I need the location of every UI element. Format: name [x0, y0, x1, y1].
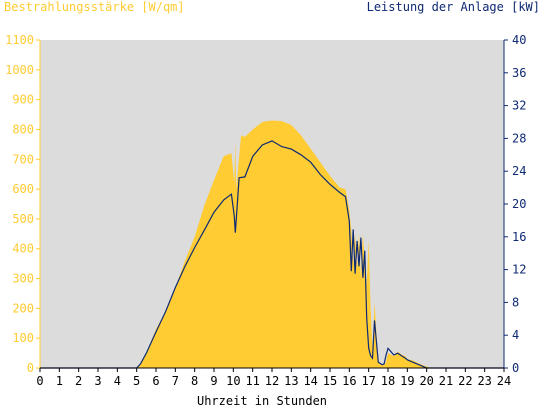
x-tick-label: 13	[284, 374, 298, 388]
x-tick-label: 18	[381, 374, 395, 388]
x-tick-label: 6	[152, 374, 159, 388]
x-tick-label: 20	[419, 374, 433, 388]
x-tick-labels: 0 1 2 3 4 5 6 7 8 9 10 11 12 13 14 15 16 17 18 19 20 21 22 23 24	[36, 368, 511, 388]
x-tick-label: 7	[172, 374, 179, 388]
right-tick-label: 40	[512, 33, 526, 47]
x-axis-title: Uhrzeit in Stunden	[197, 394, 327, 408]
left-tick-label: 800	[12, 122, 34, 136]
left-tick-label: 700	[12, 152, 34, 166]
x-tick-label: 3	[94, 374, 101, 388]
x-tick-label: 9	[210, 374, 217, 388]
x-tick-label: 22	[458, 374, 472, 388]
right-tick-label: 16	[512, 230, 526, 244]
x-tick-label: 17	[361, 374, 375, 388]
right-tick-label: 36	[512, 66, 526, 80]
x-tick-label: 2	[75, 374, 82, 388]
x-tick-label: 15	[323, 374, 337, 388]
x-tick-label: 14	[303, 374, 317, 388]
left-tick-label: 100	[12, 331, 34, 345]
right-tick-label: 28	[512, 131, 526, 145]
x-tick-label: 8	[191, 374, 198, 388]
x-tick-label: 4	[114, 374, 121, 388]
x-tick-label: 1	[56, 374, 63, 388]
x-tick-label: 21	[439, 374, 453, 388]
right-tick-label: 0	[512, 361, 519, 375]
left-tick-label: 600	[12, 182, 34, 196]
right-tick-label: 8	[512, 295, 519, 309]
right-tick-label: 24	[512, 164, 526, 178]
left-tick-labels: 0 100 200 300 400 500 600 700 800 900 1000 1100	[5, 33, 40, 375]
x-tick-label: 12	[265, 374, 279, 388]
x-tick-label: 11	[245, 374, 259, 388]
x-tick-label: 24	[497, 374, 511, 388]
left-tick-label: 200	[12, 301, 34, 315]
x-tick-label: 23	[477, 374, 491, 388]
left-tick-label: 900	[12, 93, 34, 107]
x-tick-label: 10	[226, 374, 240, 388]
left-axis-title: Bestrahlungsstärke [W/qm]	[4, 0, 185, 14]
left-tick-label: 300	[12, 272, 34, 286]
right-axis-title: Leistung der Anlage [kW]	[367, 0, 540, 14]
irradiance-area	[40, 120, 504, 368]
left-tick-label: 500	[12, 212, 34, 226]
x-tick-label: 5	[133, 374, 140, 388]
right-tick-label: 20	[512, 197, 526, 211]
right-tick-label: 12	[512, 263, 526, 277]
right-tick-label: 32	[512, 99, 526, 113]
irradiance-area-layer	[40, 120, 504, 368]
power-line-layer	[40, 140, 504, 369]
right-tick-label: 4	[512, 328, 519, 342]
x-tick-label: 0	[36, 374, 43, 388]
x-tick-label: 16	[342, 374, 356, 388]
x-tick-label: 19	[400, 374, 414, 388]
right-tick-labels: 0 4 8 12 16 20 24 28 32 36 40	[504, 33, 526, 375]
left-tick-label: 1000	[5, 63, 34, 77]
left-tick-label: 1100	[5, 33, 34, 47]
left-tick-label: 0	[27, 361, 34, 375]
power-line	[40, 140, 504, 369]
left-tick-label: 400	[12, 242, 34, 256]
